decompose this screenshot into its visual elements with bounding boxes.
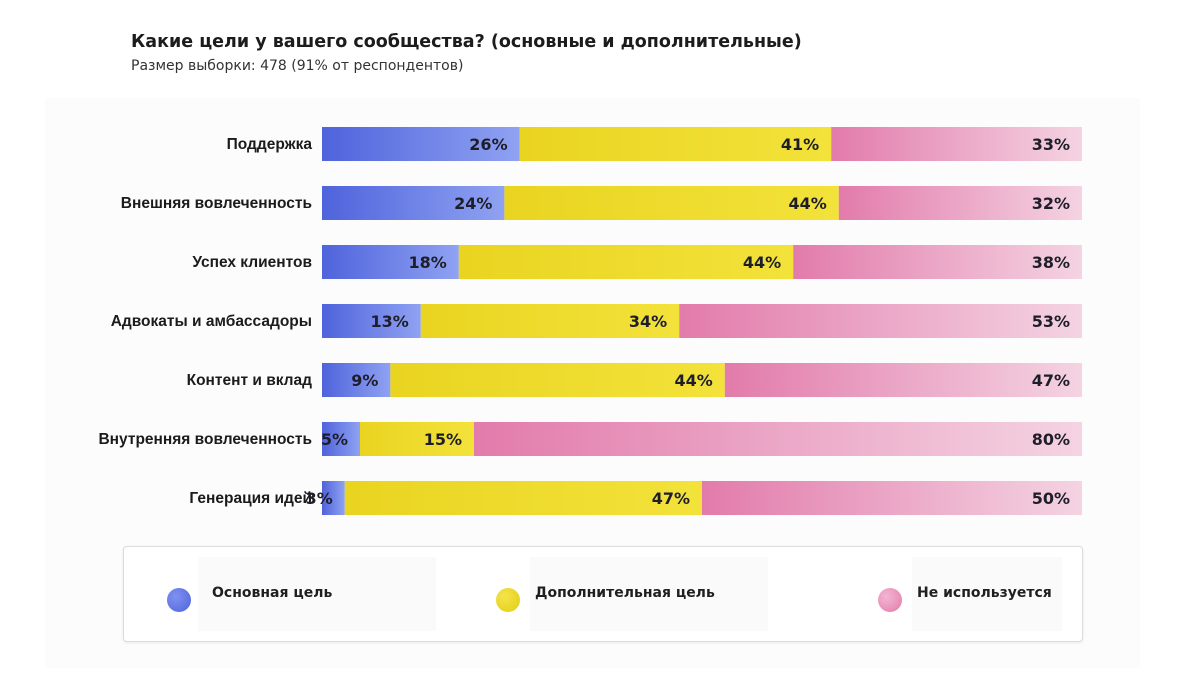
value-label-secondary-row-4: 34%: [629, 312, 667, 331]
category-label: Поддержка: [227, 136, 313, 153]
value-label-primary-row-6: 5%: [321, 430, 348, 449]
bar-segment-secondary-row-3: [458, 245, 794, 279]
chart-subtitle: Размер выборки: 478 (91% от респондентов…: [131, 58, 464, 74]
bar-segment-unused-row-3: [793, 245, 1082, 279]
value-label-secondary-row-5: 44%: [675, 371, 713, 390]
category-label: Адвокаты и амбассадоры: [111, 313, 312, 330]
stacked-bar-chart: Поддержка 26% 41% 33% Внешняя вовлеченность 2…: [98, 127, 1082, 515]
bar-segment-primary-row-3: [322, 245, 459, 279]
bar-segment-unused-row-2: [838, 186, 1082, 220]
value-label-primary-row-1: 26%: [469, 135, 507, 154]
bar-segment-secondary-row-5: [390, 363, 725, 397]
value-label-secondary-row-1: 41%: [781, 135, 819, 154]
value-label-secondary-row-7: 47%: [652, 489, 690, 508]
value-label-secondary-row-3: 44%: [743, 253, 781, 272]
bar-segment-secondary-row-1: [519, 127, 832, 161]
bar-segment-primary-row-5: [322, 363, 391, 397]
value-label-primary-row-4: 13%: [371, 312, 409, 331]
value-label-primary-row-2: 24%: [454, 194, 492, 213]
value-label-unused-row-4: 53%: [1032, 312, 1070, 331]
bar-segment-unused-row-6: [474, 422, 1082, 456]
category-label: Контент и вклад: [187, 372, 313, 389]
value-label-unused-row-2: 32%: [1032, 194, 1070, 213]
bar-segment-unused-row-4: [679, 304, 1082, 338]
legend-item-bg: [198, 557, 436, 631]
chart-title: Какие цели у вашего сообщества? (основны…: [131, 32, 802, 52]
bar-segment-primary-row-6: [322, 422, 360, 456]
value-label-primary-row-3: 18%: [409, 253, 447, 272]
bar-segment-secondary-row-4: [420, 304, 680, 338]
value-label-unused-row-5: 47%: [1032, 371, 1070, 390]
category-label: Внешняя вовлеченность: [121, 195, 312, 212]
bar-segment-unused-row-1: [831, 127, 1082, 161]
value-label-unused-row-7: 50%: [1032, 489, 1070, 508]
legend-label-unused: Не используется: [917, 585, 1052, 601]
value-label-secondary-row-2: 44%: [789, 194, 827, 213]
legend: Основная цель Дополнительная цель Не исп…: [123, 546, 1083, 642]
value-label-primary-row-5: 9%: [351, 371, 378, 390]
category-label: Генерация идей: [189, 490, 312, 507]
bar-segment-primary-row-7: [322, 481, 345, 515]
legend-dot-primary: [167, 588, 191, 612]
bar-segment-primary-row-2: [322, 186, 505, 220]
bar-segment-unused-row-5: [724, 363, 1082, 397]
bar-segment-secondary-row-2: [504, 186, 839, 220]
bar-segment-primary-row-1: [322, 127, 520, 161]
bar-segment-unused-row-7: [702, 481, 1082, 515]
legend-label-primary: Основная цель: [212, 585, 333, 601]
value-label-primary-row-7: 3%: [306, 489, 333, 508]
legend-item-bg: [530, 557, 768, 631]
category-label: Успех клиентов: [192, 254, 312, 271]
legend-label-secondary: Дополнительная цель: [535, 585, 715, 601]
bar-segment-secondary-row-7: [344, 481, 702, 515]
value-label-unused-row-3: 38%: [1032, 253, 1070, 272]
bar-segment-primary-row-4: [322, 304, 421, 338]
legend-dot-secondary: [496, 588, 520, 612]
legend-dot-unused: [878, 588, 902, 612]
category-label: Внутренняя вовлеченность: [98, 431, 312, 448]
value-label-unused-row-1: 33%: [1032, 135, 1070, 154]
value-label-unused-row-6: 80%: [1032, 430, 1070, 449]
value-label-secondary-row-6: 15%: [424, 430, 462, 449]
legend-item-bg: [912, 557, 1062, 631]
bar-segment-secondary-row-6: [360, 422, 474, 456]
